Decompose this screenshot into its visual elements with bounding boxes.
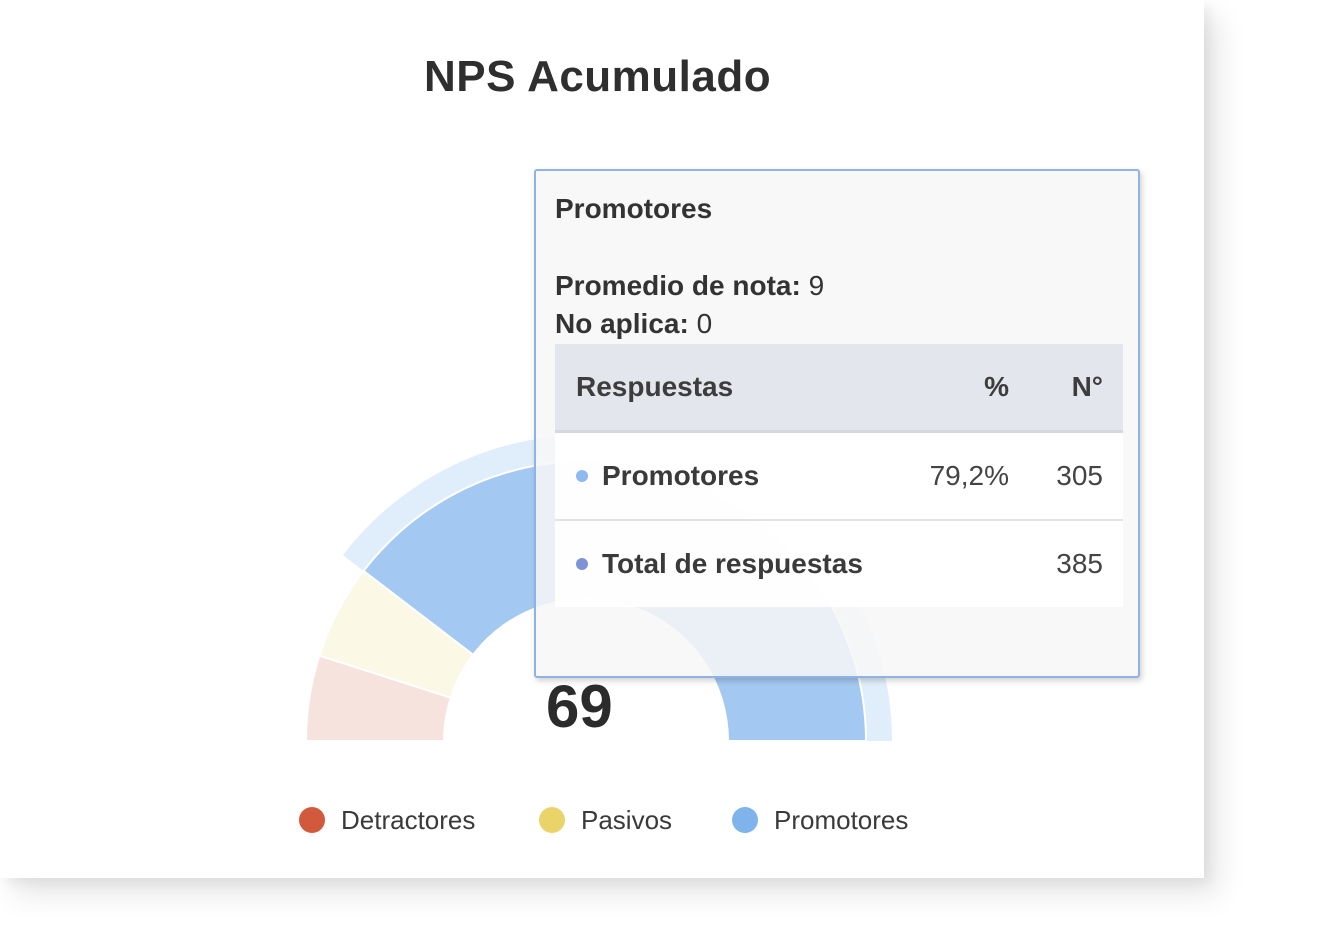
tooltip-table: Respuestas % N° Promotores 79,2% 305 Tot…: [555, 344, 1123, 607]
row-dot-promotores: [576, 470, 588, 482]
row-name-cell: Promotores: [576, 433, 759, 519]
header-respuestas: Respuestas: [576, 371, 734, 402]
header-count: N°: [1071, 371, 1103, 402]
row-percent: 79,2%: [929, 460, 1009, 491]
chart-card: NPS Acumulado 69 Detractores Pasivos Pro…: [299, 52, 1140, 840]
tooltip-series-name: Promotores: [555, 193, 713, 224]
row-label: Total de respuestas: [602, 548, 863, 579]
tooltip-average-label: Promedio de nota:: [555, 270, 801, 301]
legend-item-pasivos[interactable]: Pasivos: [539, 800, 672, 840]
tooltip: Promotores Promedio de nota: 9 No aplica…: [534, 169, 1140, 678]
tooltip-table-header: Respuestas % N°: [555, 344, 1123, 433]
row-dot-total: [576, 558, 588, 570]
legend-label-detractores: Detractores: [341, 804, 476, 835]
legend-dot-detractores: [299, 807, 325, 833]
tooltip-na-line: No aplica: 0: [555, 308, 712, 340]
legend-item-promotores[interactable]: Promotores: [732, 800, 908, 840]
legend-dot-promotores: [732, 807, 758, 833]
legend-label-pasivos: Pasivos: [581, 804, 673, 835]
tooltip-average-value: 9: [808, 270, 825, 301]
nps-score: 69: [546, 673, 613, 740]
row-name-cell: Total de respuestas: [576, 521, 863, 607]
row-count: 385: [1056, 548, 1103, 579]
legend-dot-pasivos: [539, 807, 565, 833]
row-label: Promotores: [602, 460, 760, 491]
tooltip-na-label: No aplica:: [555, 308, 689, 339]
table-row: Total de respuestas 385: [555, 521, 1123, 607]
table-row: Promotores 79,2% 305: [555, 433, 1123, 521]
tooltip-na-value: 0: [696, 308, 713, 339]
legend-label-promotores: Promotores: [774, 804, 909, 835]
row-count: 305: [1056, 460, 1103, 491]
legend-item-detractores[interactable]: Detractores: [299, 800, 475, 840]
tooltip-average-line: Promedio de nota: 9: [555, 270, 824, 302]
chart-title: NPS Acumulado: [424, 52, 772, 101]
header-percent: %: [984, 371, 1009, 402]
